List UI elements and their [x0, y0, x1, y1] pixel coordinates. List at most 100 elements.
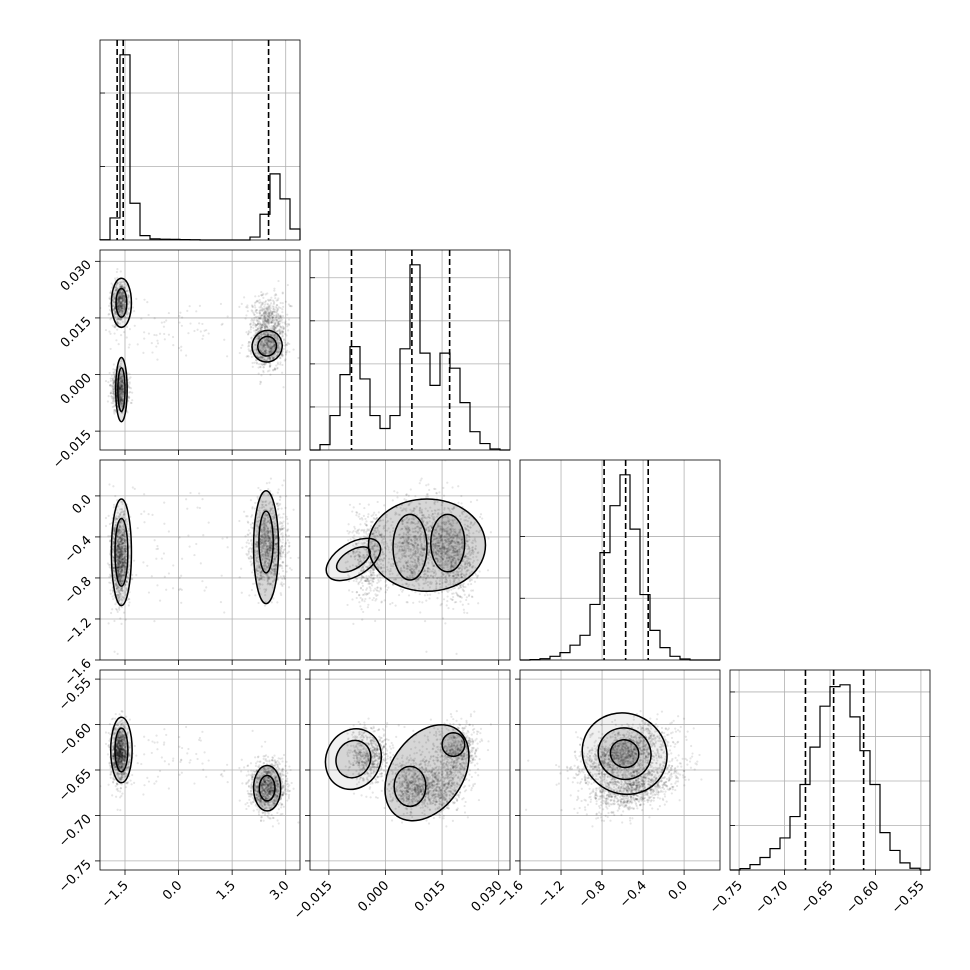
scatter-point [115, 587, 118, 590]
scatter-point [122, 556, 126, 560]
scatter-point [124, 555, 127, 558]
scatter-point [120, 402, 123, 405]
scatter-point [274, 536, 277, 539]
scatter-point [259, 327, 263, 331]
scatter-point [114, 408, 117, 412]
scatter-point [118, 593, 121, 596]
scatter-point [279, 545, 282, 549]
scatter-point [118, 298, 121, 302]
scatter-point [269, 346, 273, 350]
scatter-point [265, 529, 268, 532]
scatter-point [259, 570, 263, 574]
scatter-point [121, 295, 125, 298]
scatter-point [121, 541, 124, 545]
scatter-point [273, 326, 276, 329]
scatter-point [267, 312, 270, 315]
scatter-point [292, 348, 295, 351]
scatter-point [258, 509, 261, 512]
scatter-point [254, 310, 257, 313]
scatter-point [262, 352, 265, 355]
scatter-point [116, 585, 120, 589]
scatter-point [262, 369, 265, 373]
scatter-point [280, 581, 283, 584]
scatter-point [289, 556, 292, 560]
scatter-point [125, 550, 128, 553]
scatter-point [271, 341, 274, 344]
scatter-point [113, 313, 116, 316]
scatter-point [116, 534, 119, 538]
scatter-point [112, 405, 115, 408]
scatter-point [264, 349, 267, 352]
scatter-point [238, 519, 241, 523]
scatter-point [117, 303, 120, 307]
scatter-point [266, 342, 269, 345]
scatter-point [115, 581, 119, 585]
scatter-point [251, 506, 254, 509]
scatter-point [120, 560, 124, 563]
scatter-point [198, 506, 202, 510]
scatter-point [117, 297, 120, 300]
scatter-point [117, 529, 120, 532]
scatter-point [261, 319, 264, 322]
scatter-point [116, 559, 119, 562]
scatter-point [117, 544, 120, 548]
scatter-point [131, 486, 134, 489]
scatter-point [264, 303, 267, 306]
scatter-point [123, 539, 126, 542]
scatter-point [121, 384, 124, 387]
scatter-point [116, 558, 119, 561]
scatter-point [125, 325, 129, 329]
scatter-point [272, 334, 275, 338]
scatter-point [248, 349, 251, 353]
scatter-point [274, 563, 277, 567]
scatter-point [265, 513, 268, 516]
scatter-point [264, 351, 267, 354]
scatter-point [260, 333, 263, 336]
scatter-point [118, 559, 121, 563]
scatter-point [274, 308, 277, 311]
scatter-point [110, 395, 113, 398]
scatter-point [278, 328, 281, 331]
scatter-point [120, 519, 123, 522]
scatter-point [270, 575, 273, 578]
scatter-point [269, 547, 272, 550]
scatter-point [118, 592, 122, 595]
scatter-point [278, 320, 281, 323]
scatter-point [282, 305, 285, 308]
scatter-point [117, 532, 120, 535]
scatter-point [273, 341, 276, 344]
scatter-point [273, 570, 276, 573]
scatter-point [119, 556, 122, 559]
scatter-point [118, 536, 121, 539]
scatter-point [104, 516, 108, 520]
scatter-point [270, 333, 273, 337]
scatter-point [146, 301, 149, 304]
scatter-point [167, 311, 170, 315]
scatter-point [273, 368, 277, 371]
scatter-point [269, 341, 272, 344]
scatter-point [265, 325, 269, 328]
scatter-point [273, 520, 276, 523]
scatter-point [117, 562, 120, 565]
scatter-point [116, 530, 120, 533]
scatter-point [277, 572, 281, 575]
scatter-point [119, 388, 122, 391]
scatter-point [122, 296, 125, 300]
scatter-point [112, 398, 115, 401]
scatter-point [122, 524, 125, 527]
scatter-point [265, 539, 268, 543]
scatter-point [269, 549, 272, 552]
scatter-point [116, 557, 119, 560]
scatter-point [126, 289, 129, 292]
scatter-point [121, 399, 124, 402]
scatter-point [109, 289, 113, 293]
scatter-point [163, 321, 166, 324]
scatter-point [255, 552, 258, 555]
scatter-point [116, 276, 119, 279]
scatter-point [255, 542, 258, 545]
scatter-point [279, 533, 283, 536]
scatter-point [252, 334, 255, 337]
scatter-point [278, 528, 282, 531]
scatter-point [269, 317, 272, 320]
scatter-point [263, 537, 267, 540]
